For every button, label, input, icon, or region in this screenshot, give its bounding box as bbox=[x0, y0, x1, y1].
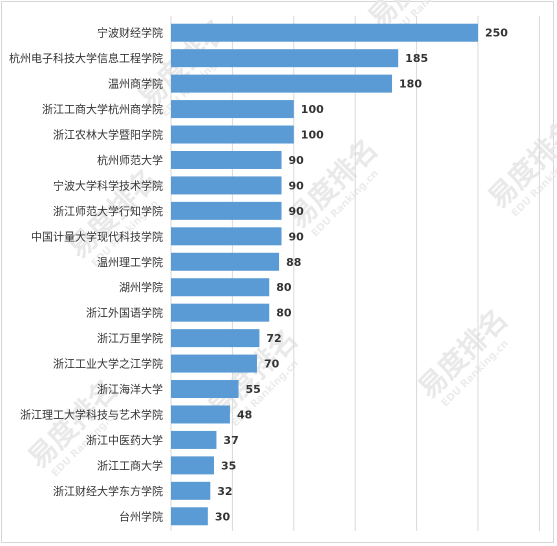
category-label: 浙江理工大学科技与艺术学院 bbox=[20, 407, 163, 421]
bar bbox=[171, 227, 282, 246]
bar bbox=[171, 278, 270, 297]
data-label: 185 bbox=[405, 52, 428, 65]
bar bbox=[171, 405, 230, 424]
bar bbox=[171, 329, 260, 348]
category-label: 浙江工业大学之江学院 bbox=[53, 357, 163, 371]
category-label: 中国计量大学现代科技学院 bbox=[31, 229, 163, 243]
bar bbox=[171, 303, 270, 322]
bar bbox=[171, 252, 280, 271]
data-label: 90 bbox=[289, 230, 305, 243]
category-label: 杭州师范大学 bbox=[97, 153, 163, 167]
bar bbox=[171, 456, 214, 475]
category-label: 浙江工商大学杭州商学院 bbox=[42, 102, 163, 116]
bar bbox=[171, 176, 282, 195]
data-label: 80 bbox=[276, 307, 292, 320]
bar bbox=[171, 201, 282, 220]
category-label: 台州学院 bbox=[119, 509, 163, 523]
watermark-main-text: 易度排名 bbox=[482, 112, 557, 215]
category-label: 浙江海洋大学 bbox=[97, 382, 163, 396]
bar bbox=[171, 23, 478, 42]
bar bbox=[171, 354, 257, 373]
data-label: 100 bbox=[301, 129, 324, 142]
category-label: 浙江财经大学东方学院 bbox=[53, 484, 163, 498]
data-label: 88 bbox=[286, 256, 301, 269]
bar bbox=[171, 100, 294, 119]
data-label: 80 bbox=[276, 281, 292, 294]
category-label: 宁波大学科学技术学院 bbox=[53, 178, 163, 192]
data-label: 72 bbox=[266, 332, 281, 345]
data-label: 180 bbox=[399, 78, 422, 91]
category-label: 浙江外国语学院 bbox=[86, 306, 163, 320]
category-label: 湖州学院 bbox=[119, 280, 163, 294]
data-label: 35 bbox=[221, 459, 236, 472]
category-label: 浙江师范大学行知学院 bbox=[53, 204, 163, 218]
data-label: 90 bbox=[289, 179, 305, 192]
category-label: 杭州电子科技大学信息工程学院 bbox=[9, 51, 163, 65]
data-label: 48 bbox=[237, 408, 252, 421]
bar bbox=[171, 380, 239, 399]
category-label: 宁波财经学院 bbox=[97, 26, 163, 40]
data-label: 30 bbox=[215, 510, 231, 523]
bar bbox=[171, 150, 282, 169]
bar bbox=[171, 125, 294, 144]
category-label: 浙江工商大学 bbox=[97, 458, 163, 472]
labels-layer: 宁波财经学院 250 杭州电子科技大学信息工程学院 185 温州商学院 180 浙江工商大学… bbox=[9, 26, 508, 524]
gridlines bbox=[170, 16, 540, 531]
data-label: 90 bbox=[289, 154, 305, 167]
data-label: 100 bbox=[301, 103, 324, 116]
bar bbox=[171, 430, 217, 449]
category-label: 浙江农林大学暨阳学院 bbox=[53, 128, 163, 142]
data-label: 37 bbox=[223, 434, 238, 447]
bars-layer bbox=[171, 23, 478, 526]
category-label: 温州商学院 bbox=[108, 77, 163, 91]
category-label: 浙江中医药大学 bbox=[86, 433, 163, 447]
bar bbox=[171, 74, 393, 93]
category-label: 浙江万里学院 bbox=[97, 331, 163, 345]
bar bbox=[171, 49, 399, 68]
data-label: 70 bbox=[264, 358, 280, 371]
data-label: 250 bbox=[485, 27, 508, 40]
bar bbox=[171, 481, 211, 500]
data-label: 90 bbox=[289, 205, 305, 218]
data-label: 32 bbox=[217, 485, 232, 498]
category-label: 温州理工学院 bbox=[97, 255, 163, 269]
data-label: 55 bbox=[246, 383, 261, 396]
bar bbox=[171, 507, 208, 526]
